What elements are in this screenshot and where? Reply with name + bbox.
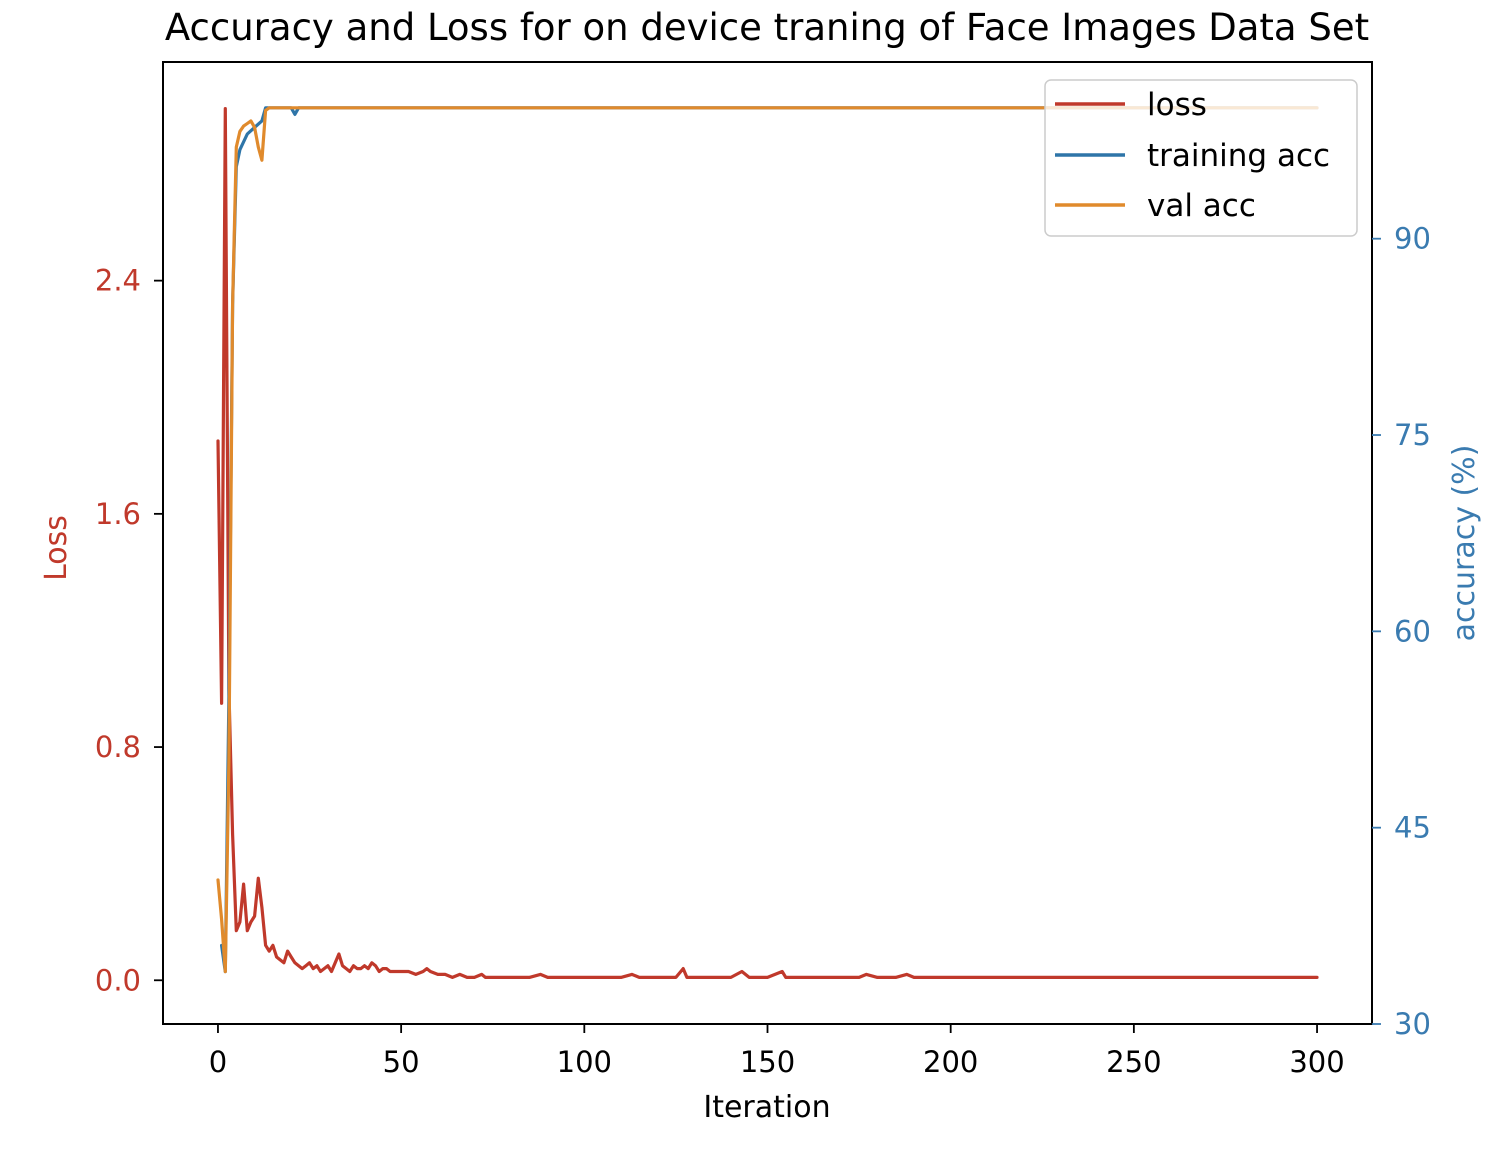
x-tick-label: 100 bbox=[557, 1045, 612, 1079]
legend-label-loss: loss bbox=[1147, 87, 1207, 123]
left-axis-label: Loss bbox=[39, 515, 74, 581]
legend-label-training-acc: training acc bbox=[1147, 138, 1330, 174]
x-tick-label: 200 bbox=[923, 1045, 978, 1079]
right-axis-label: accuracy (%) bbox=[1447, 445, 1482, 642]
right-tick-label: 75 bbox=[1394, 418, 1431, 452]
x-axis-label: Iteration bbox=[703, 1090, 830, 1125]
series-line-training-acc bbox=[220, 106, 1319, 974]
right-tick-label: 45 bbox=[1394, 811, 1431, 845]
right-tick-label: 60 bbox=[1394, 614, 1431, 648]
x-tick-label: 50 bbox=[383, 1045, 420, 1079]
x-tick-label: 250 bbox=[1106, 1045, 1161, 1079]
x-tick-label: 300 bbox=[1289, 1045, 1344, 1079]
left-axis-ticks: 0.0 0.8 1.6 2.4 bbox=[95, 264, 163, 997]
legend-label-val-acc: val acc bbox=[1147, 188, 1256, 224]
legend-box bbox=[1044, 79, 1358, 237]
series-line-loss bbox=[216, 106, 1319, 980]
x-axis-ticks: 0 50 100 150 200 250 300 bbox=[209, 1024, 1345, 1079]
x-tick-label: 0 bbox=[209, 1045, 227, 1079]
left-tick-label: 1.6 bbox=[95, 497, 141, 531]
legend: loss training acc val acc bbox=[1044, 79, 1358, 237]
series-layer bbox=[216, 106, 1319, 980]
series-line-val-acc bbox=[216, 106, 1319, 974]
right-tick-label: 30 bbox=[1394, 1007, 1431, 1041]
chart-title: Accuracy and Loss for on device traning … bbox=[165, 6, 1369, 49]
x-tick-label: 150 bbox=[740, 1045, 795, 1079]
left-tick-label: 0.8 bbox=[95, 730, 141, 764]
left-tick-label: 2.4 bbox=[95, 264, 141, 298]
left-tick-label: 0.0 bbox=[95, 963, 141, 997]
right-axis-ticks: 30 45 60 75 90 bbox=[1372, 222, 1431, 1041]
right-tick-label: 90 bbox=[1394, 222, 1431, 256]
